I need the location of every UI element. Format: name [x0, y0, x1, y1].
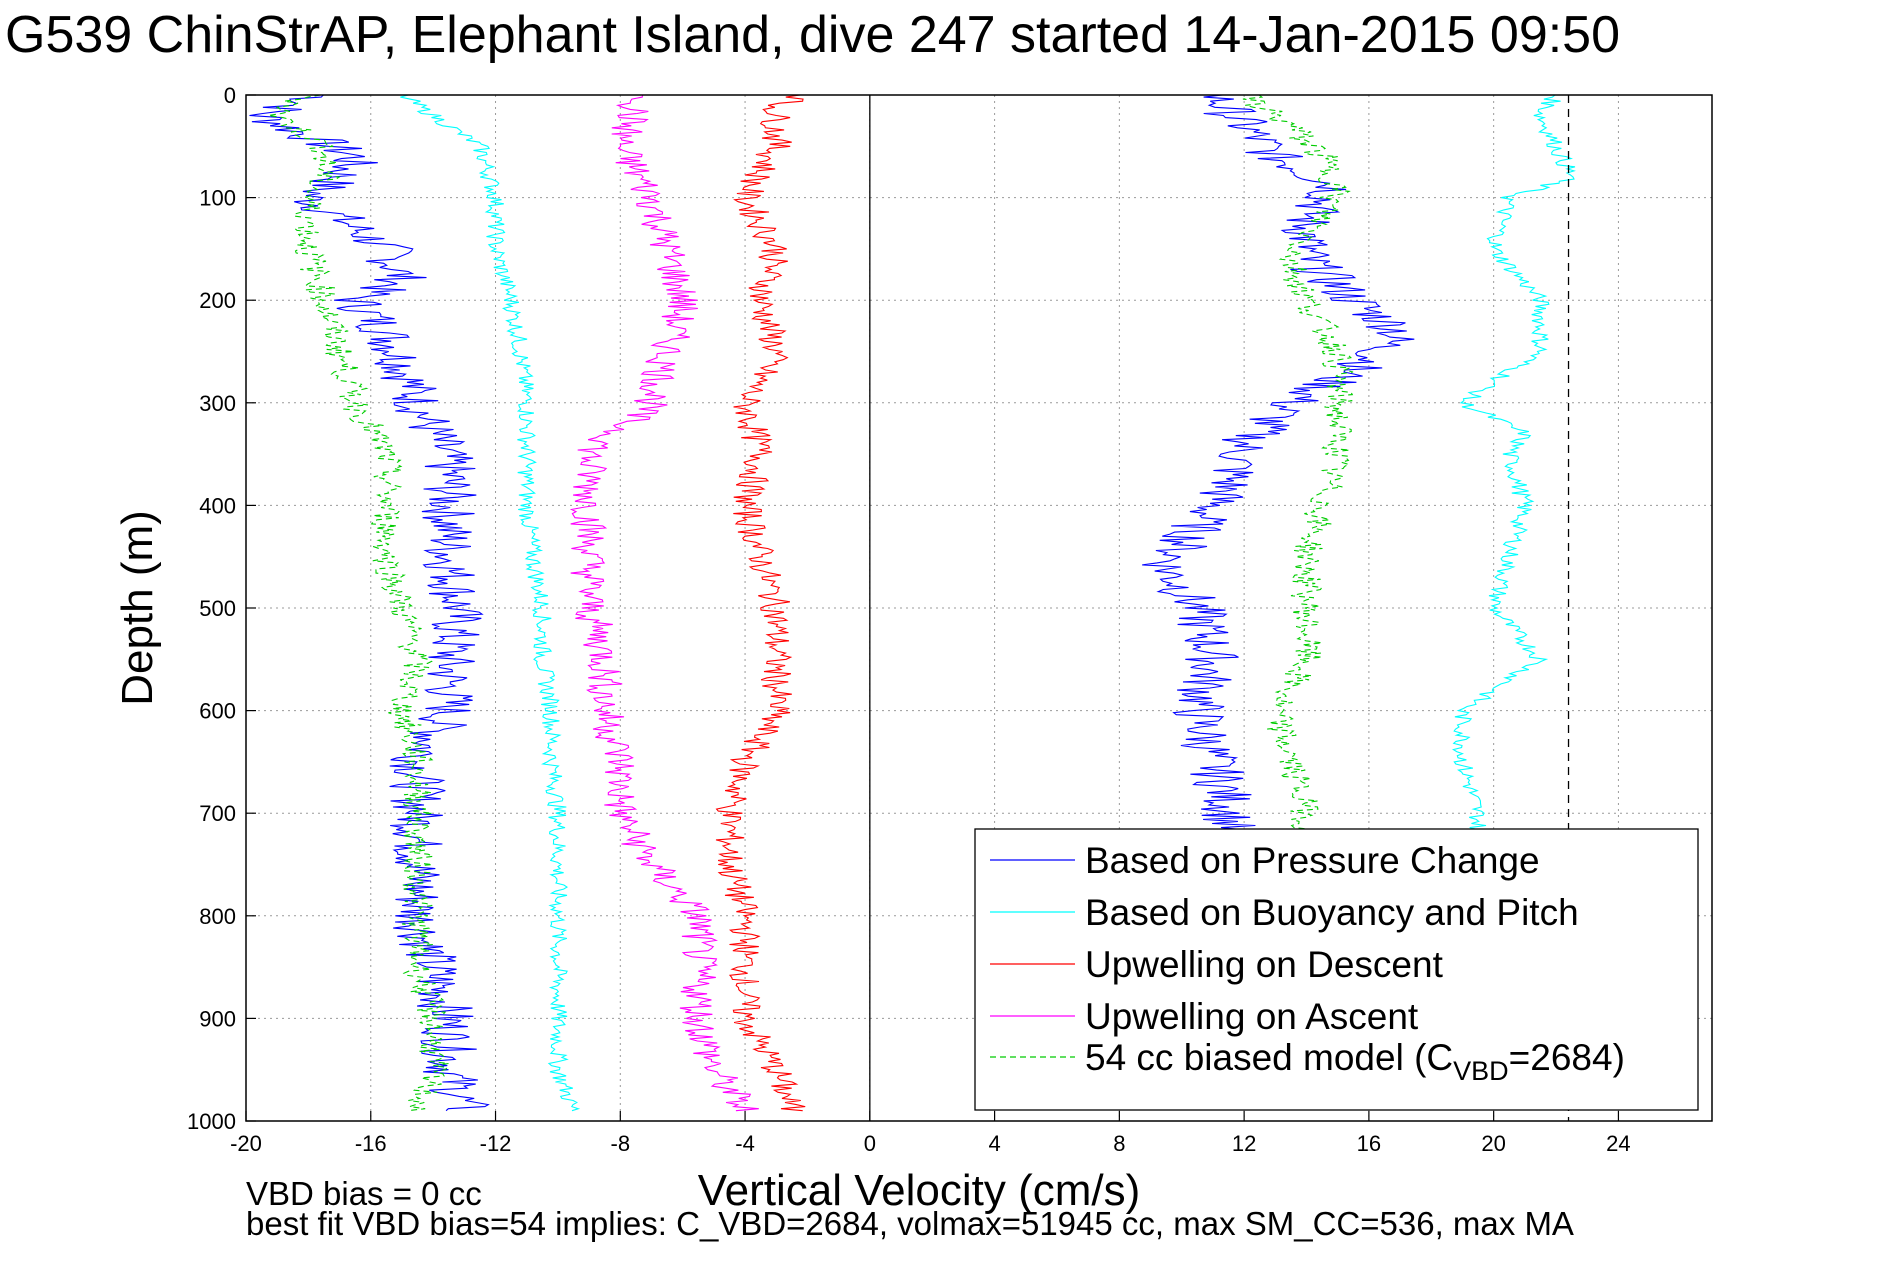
y-tick-label: 400: [199, 493, 236, 518]
legend-label: Based on Buoyancy and Pitch: [1085, 892, 1579, 933]
x-tick-label: 0: [864, 1131, 876, 1156]
x-tick-label: 12: [1232, 1131, 1256, 1156]
x-tick-label: 24: [1606, 1131, 1630, 1156]
x-tick-label: 4: [988, 1131, 1000, 1156]
axis-ticks: -20 -16 -12 -8 -4 0 4 8 12 16 20 24 0 100 200 300 400 500…: [187, 83, 1631, 1156]
vbd-bias-text: VBD bias = 0 cc: [246, 1175, 482, 1212]
x-tick-label: -12: [480, 1131, 512, 1156]
legend-label: Upwelling on Ascent: [1085, 996, 1419, 1037]
y-tick-label: 100: [199, 186, 236, 211]
x-tick-label: 20: [1481, 1131, 1505, 1156]
y-tick-label: 1000: [187, 1109, 236, 1134]
series-line: [400, 94, 581, 1112]
x-axis-label: Vertical Velocity (cm/s): [698, 1166, 1141, 1215]
series-line: [268, 94, 449, 1112]
series-line: [715, 94, 806, 1112]
chart-title: G539 ChinStrAP, Elephant Island, dive 24…: [5, 6, 1620, 64]
series-line: [1142, 94, 1415, 835]
y-tick-label: 200: [199, 288, 236, 313]
series-line: [569, 94, 759, 1112]
best-fit-text: best fit VBD bias=54 implies: C_VBD=2684…: [246, 1205, 1574, 1242]
y-tick-label: 0: [224, 83, 236, 108]
legend-label: Upwelling on Descent: [1085, 944, 1444, 985]
y-tick-label: 300: [199, 391, 236, 416]
x-tick-label: 16: [1357, 1131, 1381, 1156]
y-tick-label: 700: [199, 801, 236, 826]
series-line: [1451, 94, 1576, 845]
legend-label: 54 cc biased model (CVBD=2684): [1085, 1037, 1625, 1086]
x-tick-label: -16: [355, 1131, 387, 1156]
legend-box: [974, 828, 1699, 1111]
y-axis-label: Depth (m): [113, 510, 162, 706]
legend: Based on Pressure Change Based on Buoyanc…: [974, 828, 1699, 1111]
x-tick-label: -20: [230, 1131, 262, 1156]
x-tick-label: -8: [611, 1131, 631, 1156]
x-tick-label: 8: [1113, 1131, 1125, 1156]
y-tick-label: 900: [199, 1006, 236, 1031]
y-tick-label: 600: [199, 699, 236, 724]
legend-label: Based on Pressure Change: [1085, 840, 1540, 881]
x-tick-label: -4: [735, 1131, 755, 1156]
y-tick-label: 500: [199, 596, 236, 621]
series-line: [249, 94, 490, 1112]
y-tick-label: 800: [199, 904, 236, 929]
series-line: [1242, 94, 1354, 835]
